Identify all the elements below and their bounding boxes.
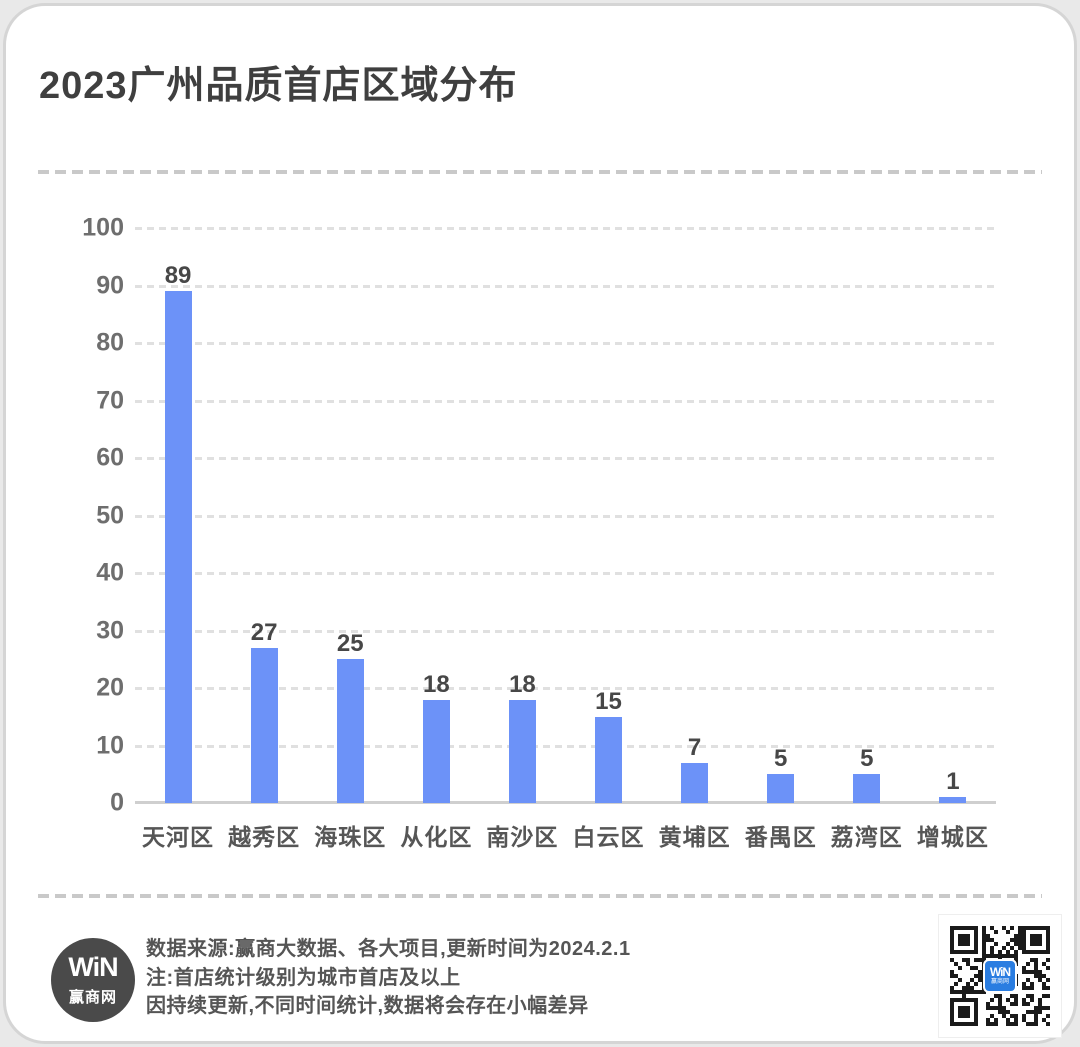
gridline — [135, 629, 996, 633]
gridline — [135, 572, 996, 575]
bars-container: 89 27 25 18 18 15 — [135, 228, 996, 803]
bottom-separator — [38, 894, 1042, 898]
disclaimer-note: 因持续更新,不同时间统计,数据将会存在小幅差异 — [146, 995, 589, 1017]
statistics-note: 注:首店统计级别为城市首店及以上 — [146, 966, 461, 989]
category-label: 增城区 — [916, 824, 989, 850]
gridline — [135, 399, 996, 403]
bar-group: 89 — [135, 228, 221, 803]
category-label: 越秀区 — [228, 824, 301, 850]
bar-value-label: 18 — [509, 670, 536, 698]
category-label: 南沙区 — [486, 824, 559, 850]
category-label: 海珠区 — [314, 824, 387, 850]
category-label: 黄埔区 — [658, 824, 731, 850]
bar — [250, 647, 278, 803]
winshang-logo: WiN 赢商网 — [51, 938, 135, 1022]
win-logo-name: 赢商网 — [68, 989, 117, 1006]
qr-code: WiN 赢商网 — [938, 914, 1062, 1038]
y-tick-label: 40 — [96, 558, 124, 587]
qr-logo-name: 赢商网 — [990, 978, 1009, 985]
y-tick-label: 90 — [96, 271, 124, 299]
data-source-note: 数据来源:赢商大数据、各大项目,更新时间为2024.2.1 — [146, 938, 631, 960]
bar-group: 5 — [824, 228, 910, 803]
bar-value-label: 89 — [164, 262, 192, 290]
y-tick-label: 10 — [96, 731, 124, 759]
bar — [681, 762, 709, 803]
y-tick-label: 60 — [96, 443, 124, 472]
category-label: 白云区 — [572, 824, 645, 850]
bar — [767, 774, 795, 803]
gridline — [135, 227, 996, 230]
bar-value-label: 18 — [422, 670, 450, 698]
bar-group: 7 — [652, 228, 738, 803]
win-logo-mark: WiN — [68, 952, 118, 982]
gridline — [135, 284, 996, 288]
y-tick-label: 0 — [110, 788, 124, 817]
gridline — [135, 514, 996, 518]
gridline — [135, 457, 996, 460]
bar-value-label: 1 — [946, 768, 960, 796]
qr-logo-mark: WiN — [989, 964, 1011, 979]
bar — [422, 699, 450, 803]
report-card: 2023广州品质首店区域分布 100 90 80 70 60 50 40 30 … — [3, 3, 1077, 1044]
bar-value-label: 15 — [595, 687, 622, 715]
qr-center-logo: WiN 赢商网 — [983, 959, 1017, 993]
bar-group: 1 — [910, 228, 996, 803]
gridline — [135, 342, 996, 345]
bar — [164, 291, 192, 803]
bar — [595, 716, 623, 803]
category-label: 天河区 — [142, 824, 215, 850]
y-tick-label: 50 — [96, 501, 124, 529]
y-tick-label: 100 — [82, 213, 124, 242]
bar-chart-plot-area: 89 27 25 18 18 15 — [135, 227, 996, 804]
top-separator — [38, 170, 1042, 174]
bar-value-label: 25 — [336, 630, 364, 658]
bar — [939, 797, 967, 803]
category-label: 从化区 — [400, 824, 473, 850]
bar-value-label: 7 — [687, 733, 702, 761]
bar-group: 15 — [565, 228, 651, 803]
gridline — [135, 687, 996, 690]
y-tick-label: 70 — [96, 386, 124, 414]
bar — [853, 774, 881, 803]
bar-value-label: 5 — [774, 745, 788, 773]
bar-group: 5 — [738, 228, 824, 803]
page-title: 2023广州品质首店区域分布 — [39, 65, 518, 107]
footer-notes: 数据来源:赢商大数据、各大项目,更新时间为2024.2.1 注:首店统计级别为城… — [146, 935, 846, 1021]
x-axis-baseline — [135, 801, 996, 804]
gridline — [135, 744, 996, 748]
x-axis-labels: 天河区 越秀区 海珠区 从化区 南沙区 白云区 黄埔区 番禺区 荔湾区 增城区 — [135, 818, 996, 852]
bar-group: 18 — [479, 228, 565, 803]
y-tick-label: 80 — [96, 328, 124, 357]
bar-group: 25 — [307, 228, 393, 803]
bar — [508, 699, 536, 803]
y-axis: 100 90 80 70 60 50 40 30 20 10 0 — [54, 214, 124, 817]
y-tick-label: 30 — [96, 616, 124, 644]
bar-group: 18 — [393, 228, 479, 803]
bar-value-label: 5 — [860, 745, 874, 773]
bar-group: 27 — [221, 228, 307, 803]
category-label: 荔湾区 — [830, 824, 903, 850]
category-label: 番禺区 — [744, 824, 817, 850]
bar — [336, 659, 364, 803]
y-tick-label: 20 — [96, 673, 124, 702]
bar-value-label: 27 — [250, 618, 278, 646]
